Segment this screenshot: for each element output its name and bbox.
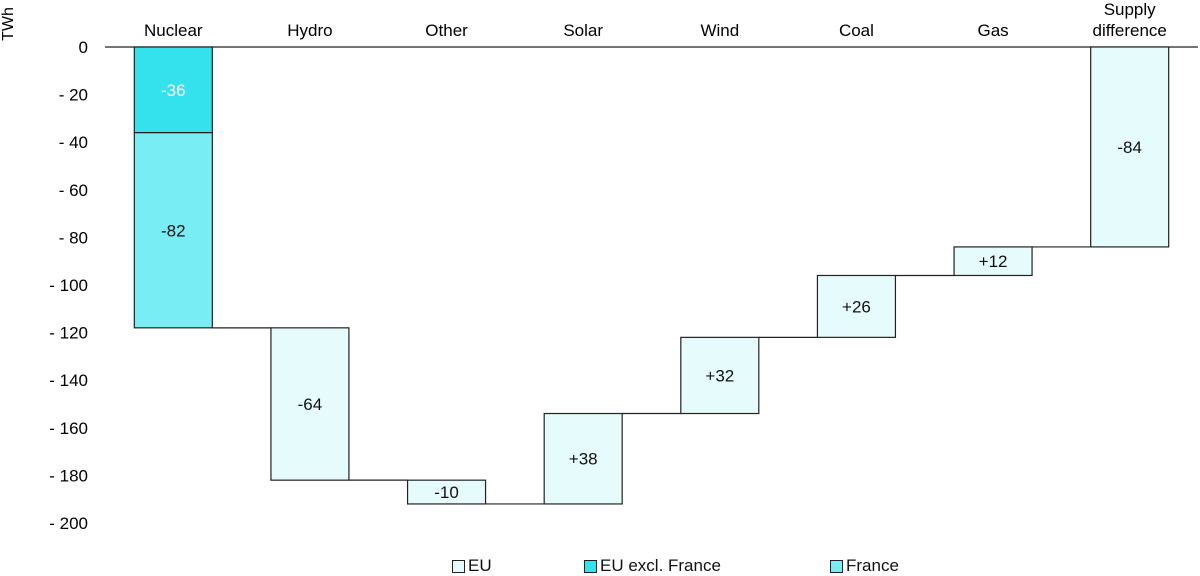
legend: EU EU excl. France France — [0, 556, 1200, 576]
y-tick-label: - 160 — [49, 419, 88, 438]
data-label-coal-eu: +26 — [842, 297, 871, 316]
bar-nuclear-eu-excl-france — [133, 132, 213, 329]
x-category-label: Hydro — [287, 21, 332, 40]
legend-label-eu-excl-france: EU excl. France — [600, 556, 721, 575]
legend-swatch-eu — [452, 559, 465, 573]
x-category-label: Coal — [839, 21, 874, 40]
bar-coal-eu — [816, 274, 897, 338]
x-category-label: Other — [425, 21, 468, 40]
y-tick-label: - 20 — [59, 86, 88, 105]
x-category-label-line: difference — [1093, 21, 1167, 40]
y-tick-label: - 180 — [49, 466, 88, 485]
legend-swatch-eu-excl-france — [584, 559, 597, 573]
y-tick-label: - 80 — [59, 228, 88, 247]
data-label-supply-difference-eu: -84 — [1117, 138, 1142, 157]
data-label-gas-eu: +12 — [979, 252, 1008, 271]
legend-label-france: France — [846, 556, 899, 575]
x-category-label: Solar — [563, 21, 603, 40]
data-label-nuclear-france: -36 — [161, 81, 186, 100]
bar-wind-eu — [680, 336, 760, 415]
y-axis-title: TWh — [0, 7, 17, 41]
y-tick-label: - 40 — [59, 133, 88, 152]
y-tick-label: - 140 — [49, 371, 88, 390]
data-label-nuclear-eu-excl-france: -82 — [161, 221, 186, 240]
y-tick-label: - 120 — [49, 324, 88, 343]
legend-swatch-france — [830, 559, 843, 573]
y-tick-label: - 60 — [59, 181, 88, 200]
y-tick-label: - 100 — [49, 276, 88, 295]
bar-supply-difference-eu — [1090, 46, 1170, 248]
x-category-label: Wind — [700, 21, 739, 40]
bar-hydro-eu — [270, 327, 350, 481]
legend-label-eu: EU — [468, 556, 492, 575]
x-category-label: Gas — [977, 21, 1008, 40]
bar-other-eu — [406, 479, 487, 505]
legend-item-eu-excl-france: EU excl. France — [584, 556, 721, 576]
bar-nuclear-france — [133, 46, 213, 134]
data-label-solar-eu: +38 — [569, 450, 598, 469]
x-category-label: Supply difference — [1093, 0, 1167, 40]
bar-gas-eu — [953, 246, 1033, 277]
y-tick-label: - 200 — [49, 514, 88, 533]
data-label-other-eu: -10 — [434, 483, 459, 502]
y-tick-label: 0 — [79, 38, 88, 57]
legend-item-eu: EU — [452, 556, 492, 576]
x-category-label-line: Supply — [1104, 0, 1156, 19]
data-label-wind-eu: +32 — [705, 366, 734, 385]
bar-solar-eu — [543, 412, 623, 505]
x-category-label: Nuclear — [144, 21, 203, 40]
legend-item-france: France — [830, 556, 899, 576]
data-label-hydro-eu: -64 — [298, 395, 323, 414]
